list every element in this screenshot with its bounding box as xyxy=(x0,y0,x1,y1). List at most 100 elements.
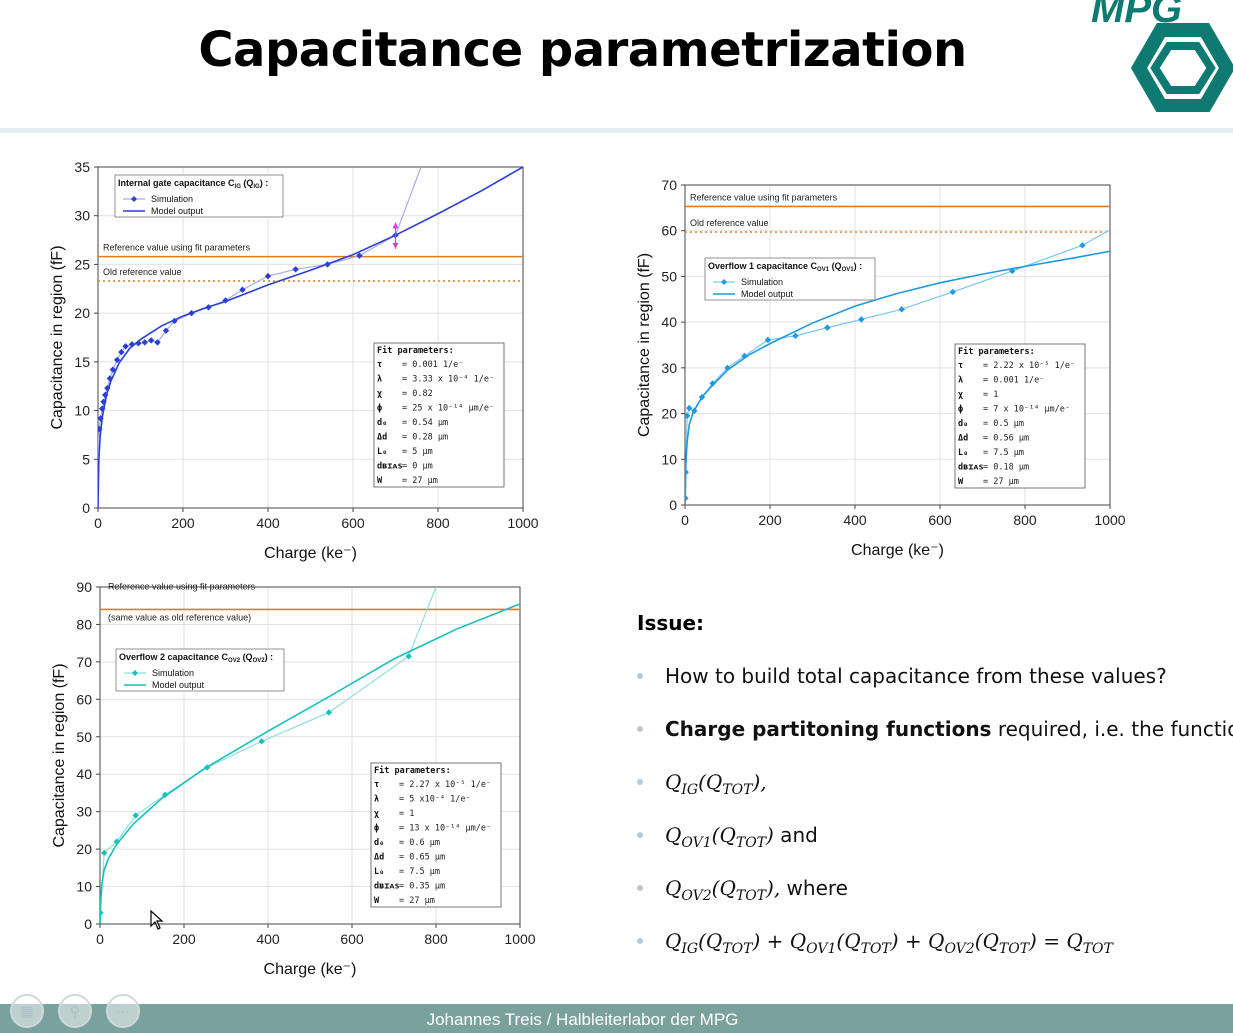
bullet-text: QIG(QTOT) + QOV1(QTOT) + QOV2(QTOT) = QT… xyxy=(665,929,1113,957)
x-tick-label: 800 xyxy=(1013,512,1037,528)
bullet-dot-icon xyxy=(637,832,643,838)
data-point-marker xyxy=(898,306,905,313)
fit-parameter-symbol: λ xyxy=(374,795,379,805)
fit-parameter-symbol: W xyxy=(377,476,383,486)
y-tick-label: 90 xyxy=(76,579,92,595)
y-tick-label: 70 xyxy=(661,177,677,193)
data-point-marker xyxy=(239,286,246,293)
bullet-text-part: TOT xyxy=(722,782,753,798)
data-point-marker xyxy=(113,356,121,364)
y-tick-label: 50 xyxy=(76,729,92,745)
legend-title-part: ) : xyxy=(265,652,274,662)
bullet-text: How to build total capacitance from thes… xyxy=(665,664,1167,688)
y-axis-label: Capacitance in region (fF) xyxy=(51,663,68,847)
x-tick-label: 1000 xyxy=(507,515,538,531)
bullet-text-part: Q xyxy=(665,770,682,794)
series-model-line xyxy=(685,250,1110,505)
bullet-text-part: IG xyxy=(681,941,699,957)
fit-parameter-value: = 0.65 μm xyxy=(399,853,445,863)
data-point-marker xyxy=(724,364,731,372)
slides-overview-button[interactable]: ▦ xyxy=(10,994,44,1028)
issue-heading: Issue: xyxy=(637,611,705,635)
data-point-marker xyxy=(188,309,195,317)
fit-parameter-symbol: d₀ xyxy=(958,419,968,429)
fit-parameter-symbol: ϕ xyxy=(374,824,379,834)
fit-parameter-value: = 0.001 1/e⁻ xyxy=(402,360,463,370)
fit-parameter-symbol: χ xyxy=(377,389,382,399)
fit-parameter-value: = 0 μm xyxy=(402,462,433,472)
fit-parameter-value: = 1 xyxy=(983,390,998,400)
legend-title-part: ) : xyxy=(854,261,863,271)
mouse-pointer-icon xyxy=(150,910,164,930)
bullet-text-part: (Q xyxy=(698,770,723,794)
fit-parameters-box: Fit parameters: τ = 2.22 x 10⁻⁵ 1/e⁻ λ = 0.0… xyxy=(954,343,1086,489)
bullet-text-part: Charge partitoning functions xyxy=(665,717,992,741)
fit-parameter-value: = 1 xyxy=(399,809,414,819)
chart-overflow-2: 0 200 400 600 800 1000 0 10 20 30 40 50 60 70 80 90 Char… xyxy=(51,579,536,978)
data-point-marker xyxy=(100,909,104,916)
y-tick-label: 50 xyxy=(661,268,677,284)
data-point-marker xyxy=(161,791,169,799)
y-tick-label: 60 xyxy=(661,223,677,239)
bullet-text-part: (Q xyxy=(698,929,723,953)
y-tick-label: 80 xyxy=(76,616,92,632)
data-point-marker xyxy=(141,339,148,346)
bullet-text-part: ), xyxy=(766,876,781,900)
chart-legend: Overflow 2 capacitance COV2 (QOV2) :Simu… xyxy=(115,648,285,692)
more-options-button[interactable]: ⋯ xyxy=(106,994,140,1028)
fit-parameters-title: Fit parameters: xyxy=(377,345,454,356)
data-point-marker xyxy=(685,412,691,420)
fit-parameter-symbol: dʙɪᴀѕ xyxy=(374,882,400,892)
chart-legend: Internal gate capacitance CIG (QIG) :Sim… xyxy=(114,174,284,218)
y-tick-label: 30 xyxy=(661,360,677,376)
fit-parameter-symbol: dʙɪᴀѕ xyxy=(377,462,403,472)
fit-parameter-value: = 5 μm xyxy=(402,447,433,457)
fit-parameters-title: Fit parameters: xyxy=(374,765,451,776)
fit-parameter-value: = 5 x10⁻⁴ 1/e⁻ xyxy=(399,795,471,805)
reference-line-label: Reference value using fit parameters xyxy=(108,581,256,591)
fit-parameter-symbol: d₀ xyxy=(377,418,387,428)
fit-parameter-value: = 2.27 x 10⁻⁵ 1/e⁻ xyxy=(399,780,491,790)
plot-frame xyxy=(684,184,1111,506)
bullet-text-part: (Q xyxy=(974,929,999,953)
legend-title-part: Internal gate capacitance C xyxy=(118,178,235,188)
data-point-marker xyxy=(98,415,104,422)
zoom-button[interactable]: ⚲ xyxy=(58,994,92,1028)
bullet-text-part: (Q xyxy=(711,876,736,900)
legend-box xyxy=(114,174,284,218)
y-tick-label: 10 xyxy=(661,451,677,467)
x-tick-label: 800 xyxy=(424,931,448,947)
x-tick-label: 600 xyxy=(341,515,365,531)
x-tick-label: 400 xyxy=(256,515,280,531)
x-tick-label: 200 xyxy=(172,931,196,947)
bullet-dot-icon xyxy=(637,938,643,944)
legend-simulation-label: Simulation xyxy=(741,277,783,287)
bullet-text: QOV2(QTOT), where xyxy=(665,876,848,904)
footer-bar: Johannes Treis / Halbleiterlabor der MPG xyxy=(0,1004,1233,1033)
bullet-text-part: TOT xyxy=(1082,941,1113,957)
data-point-marker xyxy=(685,468,690,476)
data-point-marker xyxy=(131,196,137,202)
fit-parameter-symbol: L₀ xyxy=(377,447,387,457)
bullet-text-part: Q xyxy=(665,929,682,953)
bullet-text-part: OV1 xyxy=(806,941,837,957)
y-tick-label: 30 xyxy=(74,208,90,224)
fit-parameter-value: = 0.001 1/e⁻ xyxy=(983,376,1044,386)
fit-parameter-symbol: ϕ xyxy=(377,404,382,414)
issue-panel: Issue: How to build total capacitance fr… xyxy=(637,611,1233,957)
legend-title-part: Overflow 2 capacitance C xyxy=(119,652,229,662)
data-point-marker xyxy=(104,384,111,392)
y-tick-label: 40 xyxy=(76,766,92,782)
y-tick-label: 5 xyxy=(82,451,90,467)
reference-line-label: (same value as old reference value) xyxy=(108,612,251,622)
x-tick-label: 200 xyxy=(758,512,782,528)
legend-title-part: (Q xyxy=(241,178,254,188)
fit-parameter-symbol: dʙɪᴀѕ xyxy=(958,463,984,473)
data-point-marker xyxy=(949,288,956,296)
data-point-marker xyxy=(324,261,331,268)
series-model-line xyxy=(100,603,520,924)
data-point-marker xyxy=(685,494,689,502)
fit-parameter-symbol: W xyxy=(374,896,380,906)
fit-parameter-value: = 27 μm xyxy=(983,477,1019,487)
y-tick-label: 10 xyxy=(76,879,92,895)
